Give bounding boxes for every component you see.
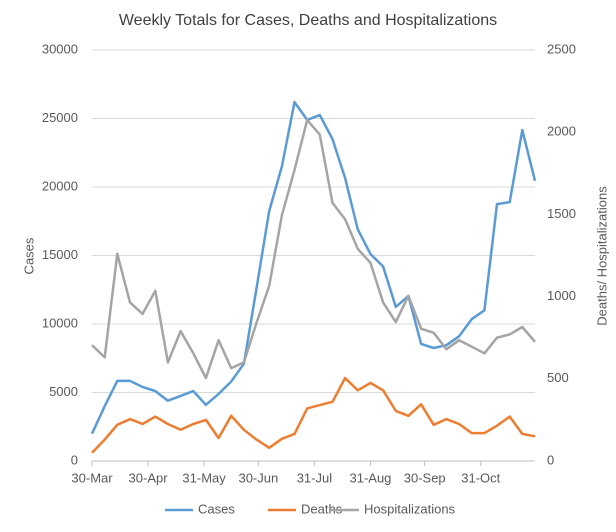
series-line <box>91 376 536 454</box>
x-tick-label: 30-Jun <box>238 470 278 485</box>
y2-tick-label: 1000 <box>547 288 576 303</box>
x-tick-label: 30-Sep <box>404 470 446 485</box>
y-tick-label: 5000 <box>49 384 78 399</box>
y-axis-label: Cases <box>21 237 36 274</box>
y2-tick-label: 500 <box>547 370 569 385</box>
y2-tick-label: 0 <box>547 452 554 467</box>
y2-tick-label: 2000 <box>547 124 576 139</box>
x-tick-label: 31-Jul <box>297 470 333 485</box>
y2-tick-label: 2500 <box>547 41 576 56</box>
y-tick-label: 0 <box>71 452 78 467</box>
y-tick-label: 25000 <box>42 110 78 125</box>
x-tick-label: 31-Aug <box>349 470 391 485</box>
x-tick-label: 31-May <box>182 470 226 485</box>
legend-label: Hospitalizations <box>364 501 456 516</box>
x-tick-label: 30-Mar <box>71 470 113 485</box>
x-tick-label: 31-Oct <box>461 470 500 485</box>
series-line <box>91 118 536 380</box>
y-tick-label: 10000 <box>42 315 78 330</box>
y-tick-label: 30000 <box>42 41 78 56</box>
legend-label: Deaths <box>301 501 343 516</box>
x-tick-label: 30-Apr <box>129 470 169 485</box>
legend-label: Cases <box>198 501 235 516</box>
chart-title: Weekly Totals for Cases, Deaths and Hosp… <box>119 12 497 29</box>
y-tick-label: 20000 <box>42 178 78 193</box>
y2-tick-label: 1500 <box>547 206 576 221</box>
series-line <box>90 100 537 435</box>
y-tick-label: 15000 <box>42 247 78 262</box>
y2-axis-label: Deaths/ Hospitalizations <box>594 186 609 326</box>
